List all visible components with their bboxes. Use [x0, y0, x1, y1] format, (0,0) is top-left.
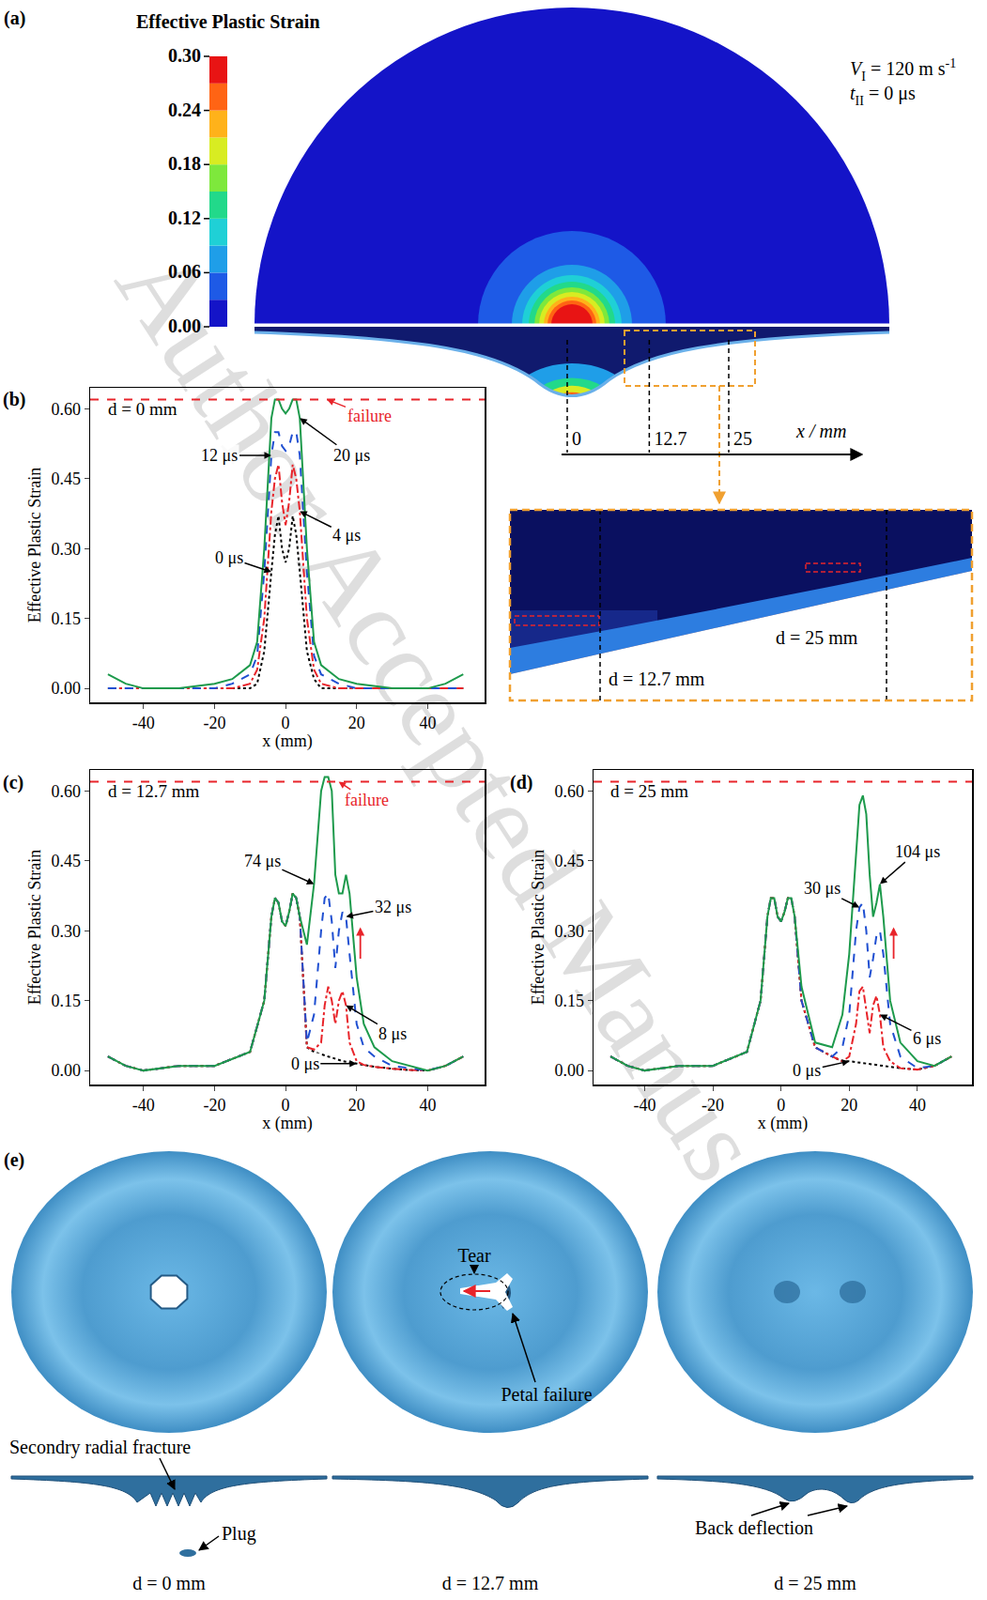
- svg-text:(a): (a): [3, 7, 26, 30]
- svg-text:0.00: 0.00: [554, 1061, 585, 1080]
- svg-text:0.00: 0.00: [50, 678, 81, 698]
- svg-text:0.30: 0.30: [50, 539, 81, 559]
- svg-text:x (mm): x (mm): [262, 731, 313, 752]
- svg-text:(e): (e): [3, 1149, 25, 1172]
- svg-text:0.60: 0.60: [50, 782, 81, 802]
- svg-text:failure: failure: [347, 406, 392, 426]
- svg-text:-20: -20: [202, 713, 226, 733]
- svg-text:(b): (b): [2, 388, 26, 411]
- svg-text:Secondry radial fracture: Secondry radial fracture: [9, 1436, 191, 1459]
- svg-text:d = 0 mm: d = 0 mm: [107, 399, 178, 419]
- svg-text:0.15: 0.15: [554, 991, 585, 1011]
- svg-text:x / mm: x / mm: [795, 420, 847, 442]
- svg-text:0: 0: [281, 1095, 291, 1115]
- svg-text:8 μs: 8 μs: [378, 1024, 407, 1044]
- svg-text:4 μs: 4 μs: [332, 525, 361, 545]
- svg-text:25: 25: [733, 428, 753, 449]
- svg-text:0 μs: 0 μs: [291, 1054, 320, 1074]
- svg-text:x (mm): x (mm): [262, 1113, 313, 1134]
- svg-text:0.45: 0.45: [50, 851, 81, 871]
- svg-text:104 μs: 104 μs: [894, 842, 941, 862]
- svg-text:0.30: 0.30: [50, 922, 81, 941]
- svg-text:40: 40: [418, 713, 436, 733]
- svg-text:Tear: Tear: [457, 1245, 492, 1266]
- svg-text:0: 0: [776, 1095, 786, 1115]
- svg-text:(d): (d): [509, 771, 533, 794]
- svg-text:-20: -20: [202, 1095, 226, 1115]
- svg-text:0.30: 0.30: [554, 922, 585, 941]
- svg-text:0.60: 0.60: [554, 782, 585, 802]
- svg-text:20: 20: [348, 713, 366, 733]
- svg-text:0.06: 0.06: [168, 261, 201, 282]
- svg-text:40: 40: [418, 1095, 436, 1115]
- svg-text:0.15: 0.15: [50, 991, 81, 1011]
- svg-text:Effective Plastic Strain: Effective Plastic Strain: [25, 849, 45, 1006]
- svg-text:tII = 0 μs: tII = 0 μs: [849, 82, 916, 108]
- svg-text:d = 25 mm: d = 25 mm: [610, 781, 689, 802]
- svg-text:d = 12.7 mm: d = 12.7 mm: [442, 1573, 540, 1594]
- svg-text:Author Accepted Manuscript: Author Accepted Manuscript: [92, 226, 896, 1373]
- svg-text:0 μs: 0 μs: [215, 548, 244, 568]
- svg-text:-40: -40: [132, 1095, 155, 1115]
- svg-text:0.12: 0.12: [168, 207, 201, 229]
- svg-text:Effective Plastic Strain: Effective Plastic Strain: [25, 467, 45, 624]
- svg-text:32 μs: 32 μs: [374, 897, 412, 917]
- svg-text:30 μs: 30 μs: [803, 879, 841, 898]
- svg-text:-40: -40: [632, 1095, 656, 1115]
- svg-text:0.45: 0.45: [554, 851, 585, 871]
- svg-text:0 μs: 0 μs: [792, 1061, 821, 1080]
- svg-text:d = 12.7 mm: d = 12.7 mm: [107, 781, 200, 802]
- svg-text:0: 0: [281, 713, 291, 733]
- svg-text:40: 40: [909, 1095, 926, 1115]
- svg-text:d = 25 mm: d = 25 mm: [775, 627, 859, 648]
- svg-text:d = 0 mm: d = 0 mm: [132, 1573, 206, 1594]
- svg-text:0.00: 0.00: [168, 315, 201, 337]
- svg-text:Effective Plastic Strain: Effective Plastic Strain: [136, 11, 321, 32]
- svg-text:20: 20: [840, 1095, 858, 1115]
- svg-text:d = 12.7 mm: d = 12.7 mm: [608, 668, 706, 690]
- svg-text:6 μs: 6 μs: [912, 1029, 941, 1049]
- svg-text:(c): (c): [2, 771, 24, 794]
- svg-text:0.00: 0.00: [50, 1061, 81, 1080]
- svg-text:20: 20: [348, 1095, 366, 1115]
- svg-text:0.30: 0.30: [168, 45, 201, 66]
- svg-text:74 μs: 74 μs: [244, 851, 281, 871]
- svg-text:x (mm): x (mm): [757, 1113, 809, 1134]
- svg-text:Effective Plastic Strain: Effective Plastic Strain: [528, 849, 548, 1006]
- svg-text:VI = 120 m s-1: VI = 120 m s-1: [849, 56, 957, 84]
- svg-text:0.15: 0.15: [50, 609, 81, 629]
- svg-text:0.45: 0.45: [50, 469, 81, 489]
- svg-text:-40: -40: [132, 713, 155, 733]
- svg-text:Plug: Plug: [221, 1523, 257, 1545]
- svg-text:failure: failure: [344, 790, 389, 810]
- svg-text:0.18: 0.18: [168, 153, 201, 174]
- svg-text:-20: -20: [701, 1095, 725, 1115]
- svg-text:20 μs: 20 μs: [333, 446, 371, 465]
- svg-text:Petal failure: Petal failure: [500, 1384, 592, 1405]
- svg-text:0.24: 0.24: [168, 99, 201, 121]
- svg-text:12.7: 12.7: [653, 428, 687, 449]
- svg-text:0.60: 0.60: [50, 400, 81, 419]
- svg-text:12 μs: 12 μs: [200, 446, 238, 465]
- svg-text:d = 25 mm: d = 25 mm: [773, 1573, 857, 1594]
- svg-text:0: 0: [571, 428, 582, 449]
- svg-text:Back deflection: Back deflection: [694, 1517, 814, 1539]
